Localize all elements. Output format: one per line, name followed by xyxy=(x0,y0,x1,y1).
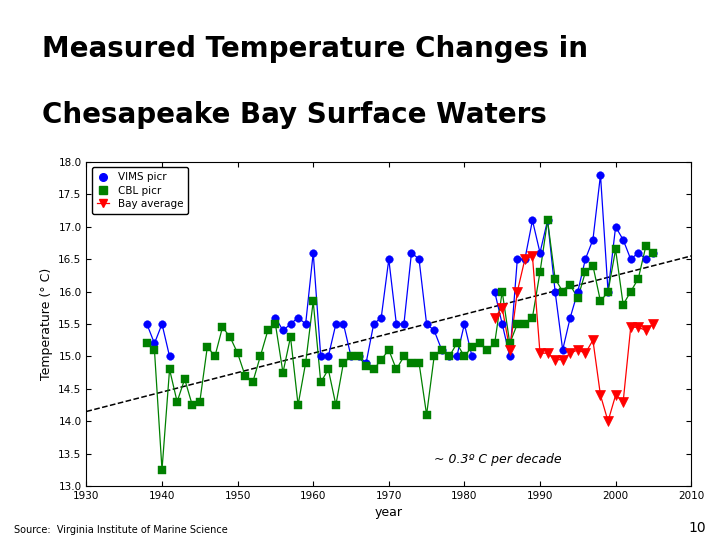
Y-axis label: Temperature (° C): Temperature (° C) xyxy=(40,268,53,380)
Text: 10: 10 xyxy=(688,521,706,535)
Text: Source:  Virginia Institute of Marine Science: Source: Virginia Institute of Marine Sci… xyxy=(14,524,228,535)
Legend: VIMS picr, CBL picr, Bay average: VIMS picr, CBL picr, Bay average xyxy=(91,167,189,214)
Text: Measured Temperature Changes in: Measured Temperature Changes in xyxy=(42,35,588,63)
Text: Chesapeake Bay Surface Waters: Chesapeake Bay Surface Waters xyxy=(42,101,547,129)
X-axis label: year: year xyxy=(375,507,402,519)
Text: ~ 0.3º C per decade: ~ 0.3º C per decade xyxy=(434,453,562,467)
